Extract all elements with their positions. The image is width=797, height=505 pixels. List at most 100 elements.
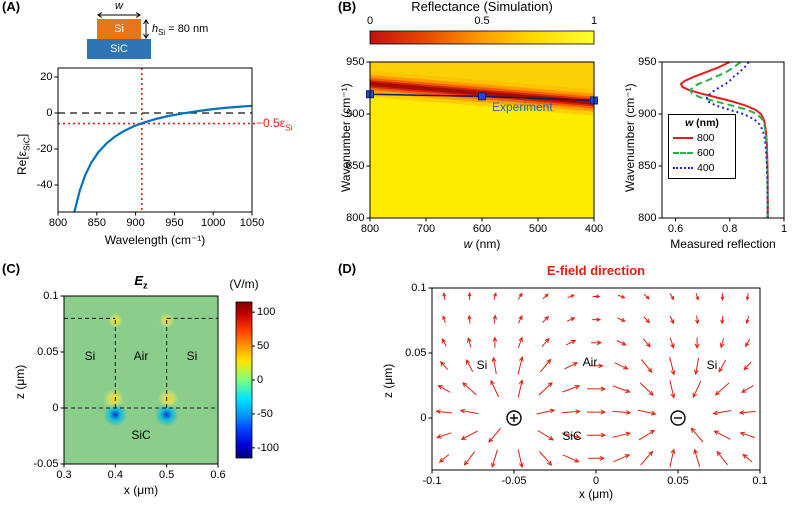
quiver-arrow [440, 361, 449, 371]
c-plot-box [63, 295, 219, 465]
quiver-arrow [713, 430, 731, 440]
quiver-arrow [517, 355, 524, 375]
quiver-arrow [587, 409, 607, 415]
tick-label: 0.5 [159, 469, 175, 481]
a-plot-box [57, 67, 253, 213]
tick-label: -40 [36, 178, 53, 191]
quiver-arrow [714, 382, 730, 396]
quiver-arrow [739, 431, 755, 438]
quiver-arrow [517, 449, 524, 469]
tick-label: 700 [416, 223, 436, 235]
quiver-arrow [567, 294, 575, 299]
legend-box: w (nm) 800 600 400 [668, 114, 736, 179]
quiver-arrow [669, 356, 676, 376]
ref-line-label: −0.5εSi [256, 116, 293, 133]
quiver-arrow [669, 337, 675, 349]
d-region-si-left: Si [476, 358, 488, 372]
tick-label: 850 [638, 159, 657, 172]
tick-label: -0.05 [33, 457, 59, 470]
quiver-arrow [738, 410, 756, 415]
d-yaxis-label: z (μm) [381, 363, 395, 398]
tick-label: 0 [366, 15, 374, 27]
b-right-plot-box [661, 61, 785, 219]
panel-b: (B) Reflectance (Simulation) Wavenumber … [332, 0, 797, 262]
quiver-arrow [442, 292, 447, 300]
tick-label: -50 [257, 407, 273, 420]
thickness-label: hSi = 80 nm [152, 23, 209, 38]
quiver-arrow [561, 432, 581, 439]
d-plot-bg [432, 288, 760, 470]
quiver-arrow [517, 314, 523, 324]
tick-label: 500 [528, 223, 548, 235]
quiver-arrow [740, 385, 754, 393]
d-region-si-right: Si [706, 358, 718, 372]
tick-label: 1000 [200, 217, 226, 229]
quiver-arrow [564, 362, 579, 370]
panel-a: (A) w Si SiC hSi = 80 nm −0.5εSi Wavelen… [0, 0, 332, 262]
quiver-arrow [492, 336, 498, 348]
quiver-arrow [488, 427, 502, 443]
quiver-arrow [719, 337, 725, 349]
quiver-arrow [463, 451, 476, 466]
quiver-arrow [562, 384, 581, 393]
tick-label: -0.05 [501, 475, 527, 487]
tick-label: 20 [40, 70, 53, 83]
tick-label: 900 [126, 217, 145, 229]
tick-label: 0 [52, 401, 59, 414]
quiver-arrow [492, 314, 498, 324]
panel-d-letter: (D) [338, 261, 357, 276]
field-hotspot [154, 402, 179, 427]
tick-label: 850 [346, 159, 365, 172]
tick-label: 0.5 [474, 15, 490, 27]
quiver-arrow [695, 293, 700, 301]
quiver-arrow [643, 316, 651, 324]
quiver-arrow [467, 291, 472, 300]
tick-label: 0.05 [667, 475, 689, 487]
tick-label: 0.6 [210, 469, 226, 481]
quiver-arrow [641, 359, 653, 373]
tick-label: 0 [420, 411, 427, 424]
quiver-arrow [693, 448, 701, 468]
panel-c-canvas [60, 295, 255, 468]
tick-label: 950 [638, 55, 657, 68]
c-region-sic: SiC [131, 428, 151, 442]
quiver-arrow [588, 455, 605, 461]
quiver-arrow [642, 338, 651, 348]
quiver-arrow [542, 293, 549, 300]
tick-label: 0.1 [43, 289, 59, 302]
reflection-curve-400 [705, 62, 769, 218]
quiver-arrow [465, 358, 474, 372]
reflectance-heatmap [370, 62, 594, 218]
legend-entry: 600 [673, 147, 731, 159]
c-title: Ez [134, 273, 148, 291]
tick-label: 850 [87, 217, 106, 229]
quiver-arrow [720, 315, 725, 325]
quiver-arrow [617, 294, 626, 299]
legend-entry-label: 600 [697, 147, 715, 159]
tick-label: 0.1 [411, 281, 427, 294]
quiver-arrow [438, 454, 450, 463]
quiver-arrow [435, 409, 453, 415]
d-region-sic: SiC [562, 429, 582, 443]
tick-label: 0.05 [405, 346, 427, 359]
quiver-arrow [716, 450, 728, 466]
legend-line-sample [673, 152, 693, 154]
quiver-arrow [587, 432, 607, 438]
quiver-arrow [517, 379, 524, 398]
tick-label: 100 [257, 306, 276, 319]
quiver-arrow [743, 361, 752, 371]
panel-c: (C) Ez (V/m) Si Air Si SiC x (μm) z (μm)… [0, 261, 332, 505]
tick-label: 900 [346, 107, 365, 120]
tick-label: 800 [360, 223, 380, 235]
quiver-arrow [517, 336, 523, 348]
quiver-arrow [637, 409, 657, 416]
tick-label: 800 [48, 217, 68, 229]
tick-label: 950 [165, 217, 184, 229]
quiver-arrow [459, 408, 479, 415]
legend-entry: 400 [673, 162, 731, 174]
quiver-arrow [562, 454, 580, 463]
panel-b-letter: (B) [338, 0, 357, 14]
tick-label: 600 [472, 223, 492, 235]
panel-d-canvas [428, 287, 761, 474]
